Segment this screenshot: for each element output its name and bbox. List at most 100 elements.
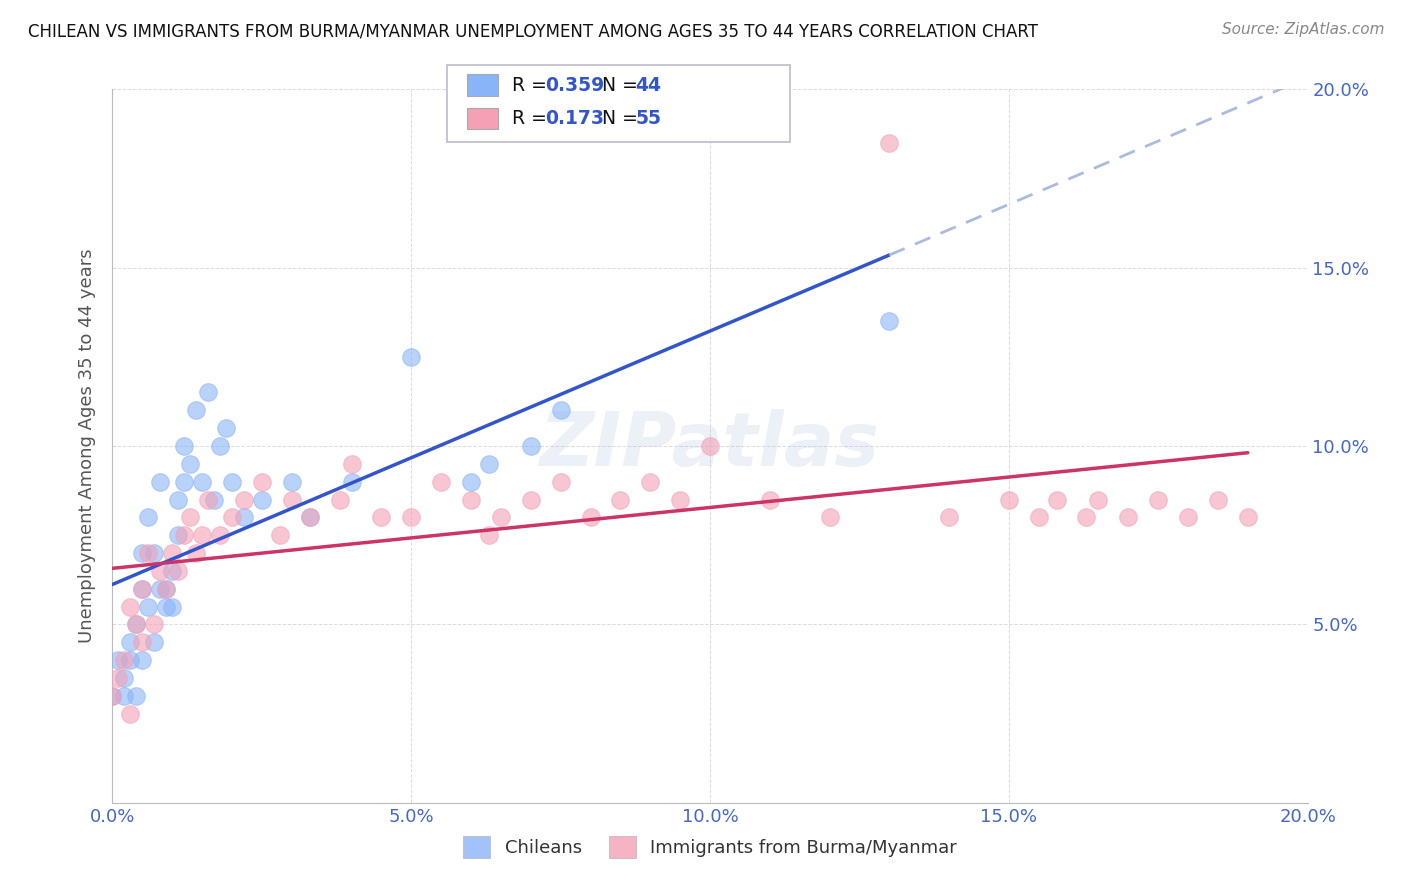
Point (143, 635, 166, 649)
Point (579, 510, 602, 524)
Point (298, 510, 321, 524)
Point (759, 492, 782, 507)
Point (143, 617, 166, 632)
Point (489, 510, 512, 524)
Point (101, 689, 124, 703)
Point (478, 528, 501, 542)
Point (138, 599, 160, 614)
Point (143, 546, 166, 560)
Point (609, 492, 631, 507)
Point (1177, 510, 1199, 524)
Text: ZIPatlas: ZIPatlas (540, 409, 880, 483)
Point (167, 564, 190, 578)
Point (340, 457, 363, 471)
Text: N =: N = (602, 76, 644, 95)
Point (149, 564, 172, 578)
Point (162, 564, 183, 578)
Point (138, 546, 160, 560)
Point (281, 492, 304, 507)
Point (669, 492, 692, 507)
Point (1076, 510, 1098, 524)
Point (186, 403, 208, 417)
Point (191, 475, 214, 489)
Point (114, 671, 135, 685)
Point (173, 528, 195, 542)
Point (149, 475, 172, 489)
Point (179, 510, 201, 524)
Point (155, 599, 177, 614)
Point (1118, 510, 1140, 524)
Point (269, 528, 291, 542)
Text: 55: 55 (636, 109, 661, 128)
Point (120, 635, 142, 649)
Point (101, 689, 124, 703)
Y-axis label: Unemployment Among Ages 35 to 44 years: Unemployment Among Ages 35 to 44 years (77, 249, 96, 643)
Point (478, 457, 501, 471)
Point (998, 492, 1021, 507)
Point (197, 492, 219, 507)
Text: CHILEAN VS IMMIGRANTS FROM BURMA/MYANMAR UNEMPLOYMENT AMONG AGES 35 TO 44 YEARS : CHILEAN VS IMMIGRANTS FROM BURMA/MYANMAR… (28, 22, 1038, 40)
Point (114, 689, 135, 703)
Point (879, 136, 901, 150)
Point (209, 439, 232, 453)
Point (131, 582, 153, 596)
Point (167, 492, 190, 507)
Point (401, 510, 423, 524)
Point (131, 635, 153, 649)
Point (550, 475, 572, 489)
Text: N =: N = (602, 109, 644, 128)
Point (938, 510, 960, 524)
Point (329, 492, 352, 507)
Point (120, 599, 142, 614)
Point (179, 457, 201, 471)
Point (173, 475, 195, 489)
Point (131, 653, 153, 667)
Point (138, 510, 160, 524)
Point (191, 528, 214, 542)
Point (233, 510, 256, 524)
Point (520, 492, 543, 507)
Point (155, 582, 177, 596)
Point (221, 475, 243, 489)
Point (125, 617, 148, 632)
Legend: Chileans, Immigrants from Burma/Myanmar: Chileans, Immigrants from Burma/Myanmar (456, 829, 965, 865)
Text: 0.359: 0.359 (546, 76, 605, 95)
Point (281, 475, 304, 489)
Text: R =: R = (512, 76, 553, 95)
Point (1206, 492, 1229, 507)
Point (1147, 492, 1170, 507)
Text: 44: 44 (636, 76, 661, 95)
Point (250, 475, 273, 489)
Point (120, 706, 142, 721)
Point (125, 689, 148, 703)
Point (131, 546, 153, 560)
Point (370, 510, 392, 524)
Point (401, 350, 423, 364)
Point (131, 582, 153, 596)
Point (1046, 492, 1069, 507)
Point (197, 385, 219, 400)
Text: R =: R = (512, 109, 553, 128)
Point (340, 475, 363, 489)
Text: 0.173: 0.173 (546, 109, 605, 128)
Point (215, 421, 238, 435)
Point (550, 403, 572, 417)
Point (114, 653, 135, 667)
Point (1237, 510, 1260, 524)
Point (699, 439, 721, 453)
Point (120, 653, 142, 667)
Point (233, 492, 256, 507)
Point (460, 492, 482, 507)
Point (167, 528, 190, 542)
Point (107, 653, 129, 667)
Point (1028, 510, 1050, 524)
Point (818, 510, 841, 524)
Point (149, 582, 172, 596)
Point (162, 546, 183, 560)
Point (186, 546, 208, 560)
Point (202, 492, 225, 507)
Point (520, 439, 543, 453)
Point (879, 314, 901, 328)
Point (221, 510, 243, 524)
Point (460, 475, 482, 489)
